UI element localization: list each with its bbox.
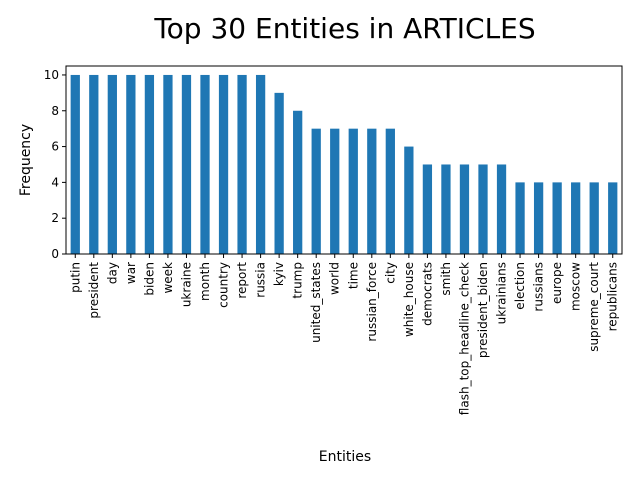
x-tick-label: ukraine [179,262,193,307]
x-tick-label: ukrainians [495,262,509,324]
bar-time [348,128,358,254]
x-tick-label: trump [291,262,305,299]
bar-week [163,74,173,254]
bar-white_house [404,146,414,254]
bar-month [200,74,210,254]
bar-war [126,74,136,254]
x-tick-label: europe [550,262,564,304]
bar-smith [441,164,451,254]
bar-day [107,74,117,254]
bar-republicans [608,182,618,254]
x-tick-label: democrats [420,262,434,326]
x-axis: putin president day war biden week ukraine mont… [68,254,620,415]
x-tick-label: united_states [309,262,323,343]
bar-russia [255,74,266,254]
bar-putin [70,74,80,254]
x-tick-label: russian_force [365,262,379,342]
bars-group [70,74,618,254]
x-tick-label: flash_top_headline_check [457,262,471,415]
bar-city [385,128,395,254]
chart-title: Top 30 Entities in ARTICLES [153,12,535,45]
plot-frame [65,65,623,255]
bar-ukraine [181,74,192,254]
bar-country [218,74,229,254]
x-tick-label: president [87,262,101,319]
bar-president [89,74,99,254]
x-tick-label: kyiv [272,262,286,286]
x-tick-label: russia [254,262,268,298]
x-tick-label: smith [439,262,453,296]
bar-supreme_court [589,182,599,254]
x-tick-label: moscow [569,262,583,311]
bar-report [237,74,247,254]
y-tick-label: 6 [51,140,59,154]
bar-united_states [311,128,321,254]
x-tick-label: putin [68,262,82,293]
x-tick-label: time [346,262,360,289]
x-tick-label: day [105,262,119,284]
x-tick-label: president_biden [476,262,490,358]
x-tick-label: election [513,262,527,310]
bar-president_biden [478,164,488,254]
x-axis-label: Entities [319,449,371,465]
bar-russian_force [367,128,377,254]
x-tick-label: war [124,262,138,284]
y-axis: 0 2 4 6 8 10 [44,68,66,261]
x-tick-label: month [198,262,212,301]
x-tick-label: report [235,262,249,299]
y-tick-label: 0 [51,247,59,261]
bar-flash_top_headline_check [459,164,470,254]
x-tick-label: biden [142,262,156,296]
x-tick-label: white_house [402,262,416,337]
y-axis-label: Frequency [18,124,34,196]
x-tick-label: world [328,262,342,295]
x-tick-label: city [383,262,397,284]
bar-democrats [422,164,433,254]
bar-kyiv [274,92,284,254]
bar-moscow [571,182,581,254]
bar-trump [293,110,303,254]
bar-russians [533,182,544,254]
bar-ukrainians [496,164,507,254]
x-tick-label: republicans [606,262,620,331]
y-tick-label: 8 [51,104,59,118]
y-tick-label: 2 [51,211,59,225]
x-tick-label: supreme_court [587,262,601,352]
y-tick-label: 10 [44,68,59,82]
x-tick-label: russians [532,262,546,312]
bar-biden [144,74,155,254]
y-tick-label: 4 [51,175,59,189]
bar-election [515,182,525,254]
bar-world [330,128,340,254]
x-tick-label: week [161,262,175,294]
x-tick-label: country [217,262,231,308]
bar-europe [552,182,562,254]
